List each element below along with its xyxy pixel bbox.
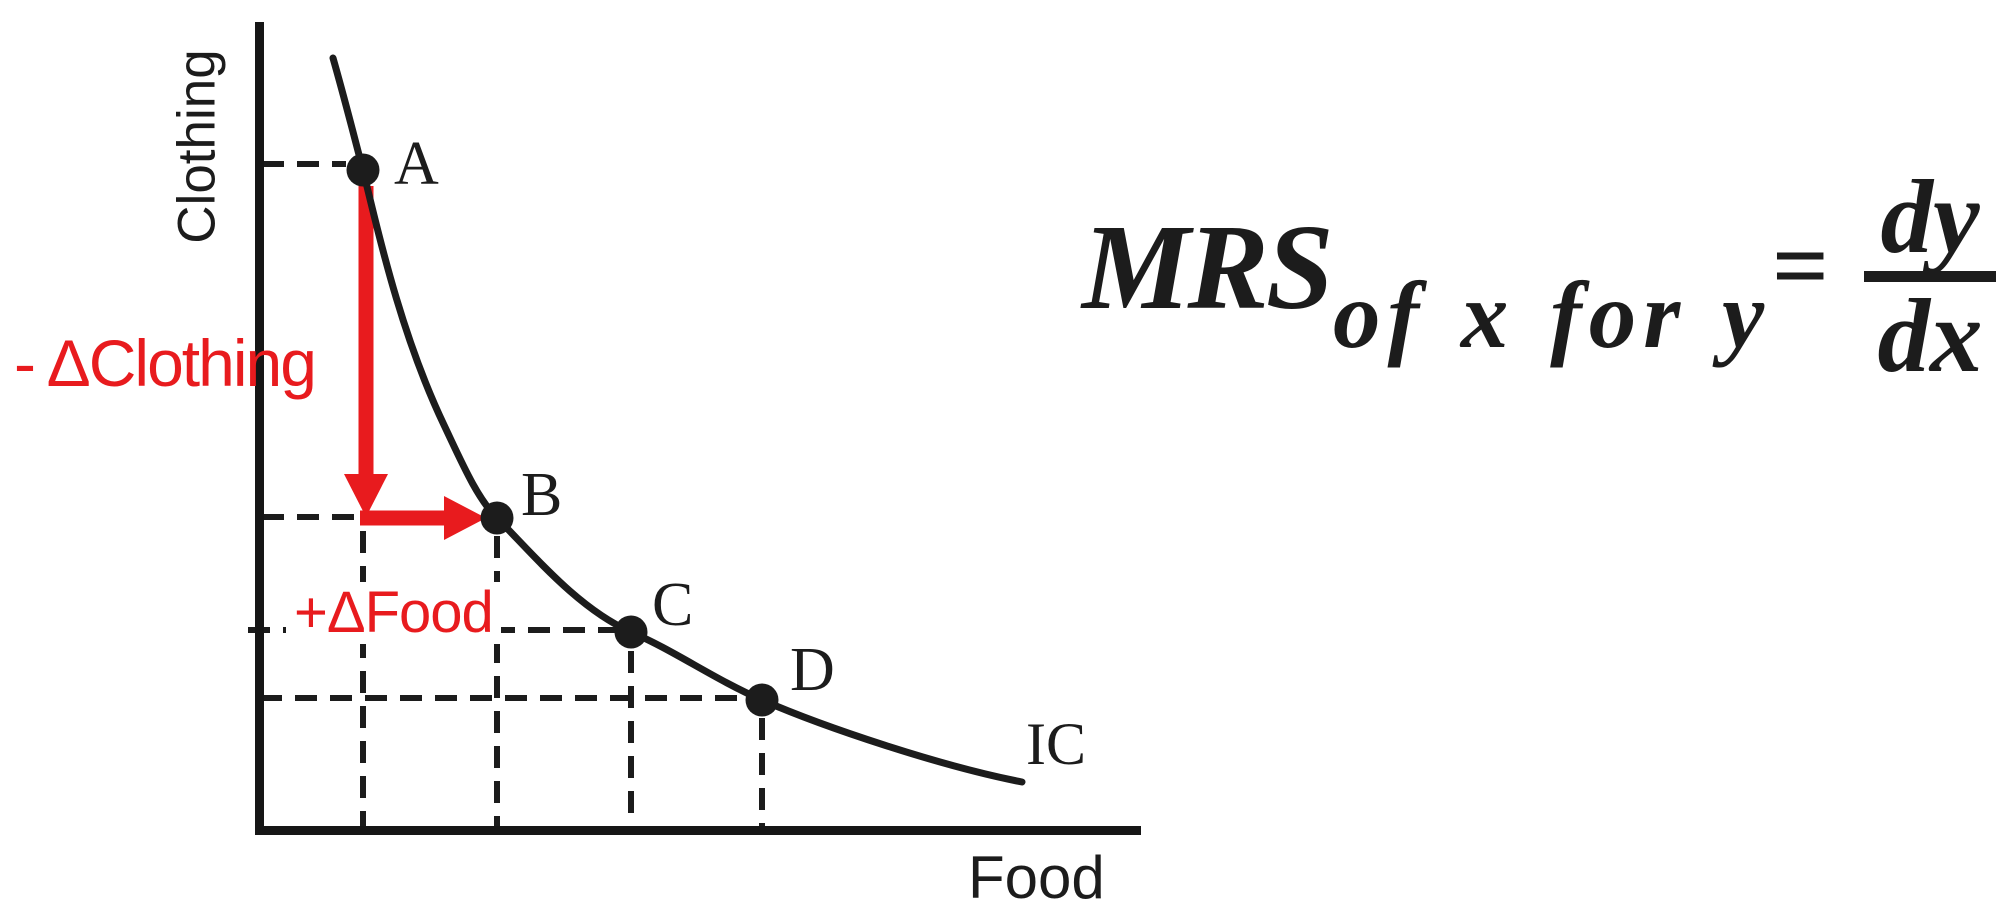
point-label-d: D (790, 636, 835, 704)
point-label-c: C (652, 571, 694, 639)
point-dot-b (480, 501, 514, 535)
formula-equals-sign: = (1772, 210, 1829, 321)
point-label-a: A (394, 130, 439, 198)
fraction-bar (1864, 271, 1996, 282)
delta-clothing-label: - ΔClothing (14, 326, 317, 400)
x-axis-label: Food (968, 844, 1105, 911)
formula-subscript: of x for y (1333, 262, 1772, 368)
curve-label-ic: IC (1026, 711, 1086, 777)
point-dots (346, 153, 779, 717)
axes (255, 22, 1141, 835)
substitution-arrows (344, 186, 486, 540)
point-dot-a (346, 153, 380, 187)
formula-denominator: dx (1877, 277, 1983, 394)
y-axis-label: Clothing (167, 49, 227, 244)
point-label-b: B (521, 461, 563, 529)
point-dot-c (614, 615, 648, 649)
formula-numerator: dy (1880, 158, 1980, 275)
formula-mrs: MRS (1082, 200, 1334, 335)
delta-food-label: +ΔFood (286, 582, 501, 644)
dashed-guides (248, 161, 765, 829)
delta-clothing-arrowhead-icon (344, 474, 388, 517)
point-dot-d (745, 683, 779, 717)
ic-curve (329, 54, 1026, 786)
delta-food-arrowhead-icon (444, 496, 486, 540)
